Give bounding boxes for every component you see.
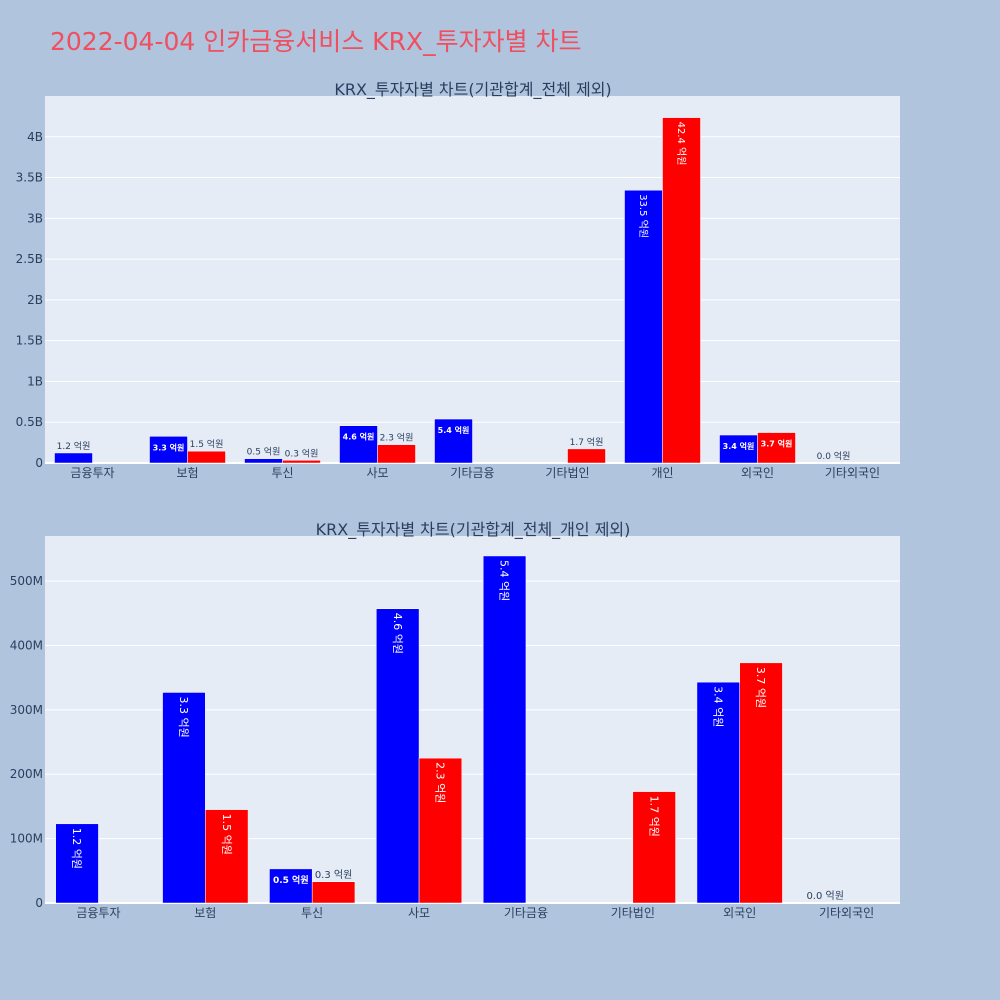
bar: [376, 608, 420, 904]
bar-value-label: 4.6 억원: [391, 613, 404, 654]
bar: [162, 692, 206, 904]
bar-value-label: 1.2 억원: [57, 440, 91, 452]
bar: [311, 881, 356, 904]
y-tick-label: 100M: [10, 832, 43, 846]
x-tick-label: 외국인: [723, 906, 756, 920]
bar: [54, 452, 93, 464]
x-tick-label: 투신: [301, 906, 323, 920]
bar-value-label: 5.4 억원: [438, 425, 470, 435]
bar: [205, 809, 249, 904]
bar-value-label: 1.7 억원: [570, 436, 604, 448]
bar-value-label: 42.4 억원: [675, 122, 687, 166]
y-tick-label: 0: [35, 456, 43, 470]
bar-value-label: 0.5 억원: [247, 446, 281, 458]
bar-value-label: 0.0 억원: [817, 450, 851, 462]
bar: [624, 189, 663, 464]
y-tick-label: 200M: [10, 767, 43, 781]
x-tick-label: 기타법인: [611, 906, 655, 920]
bar-value-label: 3.7 억원: [754, 667, 767, 708]
bar: [632, 791, 676, 904]
bar-value-label: 3.4 억원: [723, 441, 755, 451]
bar: [567, 448, 606, 464]
bar-value-label: 3.7 억원: [761, 439, 793, 449]
bar-value-label: 5.4 억원: [498, 560, 511, 601]
x-tick-label: 금융투자: [76, 906, 120, 920]
x-tick-label: 외국인: [741, 466, 774, 480]
bar: [55, 823, 99, 904]
bar: [339, 425, 378, 464]
bar-value-label: 1.2 억원: [70, 828, 83, 869]
bar-value-label: 2.3 억원: [434, 762, 447, 803]
y-tick-label: 2.5B: [16, 252, 43, 266]
x-tick-label: 보험: [176, 466, 198, 480]
bar-value-label: 0.3 억원: [315, 869, 352, 881]
bar: [719, 434, 758, 464]
y-tick-label: 3B: [27, 211, 43, 225]
bar-value-label: 1.5 억원: [220, 814, 233, 855]
chart-1-excluding-institutions-total: 0 0.5B 1B 1.5B 2B 2.5B 3B 3.5B 4B 금융투자 보험 투신 사모 기타금융 기…: [16, 80, 900, 480]
bar: [244, 458, 283, 464]
bar-value-label: 3.3 억원: [153, 442, 185, 452]
bar-value-label: 0.0 억원: [806, 890, 843, 902]
y-tick-label: 0.5B: [16, 415, 43, 429]
x-tick-label: 기타금융: [504, 906, 548, 920]
bar-value-label: 1.7 억원: [647, 796, 660, 837]
y-tick-label: 1B: [27, 374, 43, 388]
x-tick-label: 사모: [408, 906, 430, 920]
bar: [482, 555, 527, 904]
y-tick-label: 1.5B: [16, 334, 43, 348]
bar: [282, 460, 321, 464]
y-tick-label: 500M: [10, 574, 43, 588]
bar-value-label: 4.6 억원: [343, 432, 375, 442]
x-tick-label: 기타외국인: [825, 466, 880, 480]
chart-2-title: KRX_투자자별 차트(기관합계_전체_개인 제외): [316, 520, 631, 540]
chart-1-title: KRX_투자자별 차트(기관합계_전체 제외): [334, 80, 611, 100]
bar-value-label: 1.5 억원: [190, 438, 224, 450]
bar: [434, 418, 473, 464]
bar: [149, 436, 188, 464]
bar-value-label: 33.5 억원: [637, 194, 649, 238]
y-tick-label: 2B: [27, 293, 43, 307]
y-tick-label: 4B: [27, 130, 43, 144]
x-tick-label: 사모: [366, 466, 388, 480]
plot-area: [45, 96, 900, 463]
x-tick-label: 투신: [271, 466, 293, 480]
x-tick-label: 기타외국인: [819, 906, 874, 920]
x-tick-label: 개인: [651, 466, 673, 480]
bar: [662, 117, 701, 464]
x-tick-label: 기타금융: [450, 466, 494, 480]
x-tick-label: 보험: [194, 906, 216, 920]
bar-value-label: 3.3 억원: [177, 696, 190, 737]
bar: [757, 432, 796, 464]
x-tick-label: 금융투자: [70, 466, 114, 480]
y-tick-label: 400M: [10, 638, 43, 652]
y-tick-label: 300M: [10, 703, 43, 717]
y-tick-label: 0: [35, 896, 43, 910]
bar-value-label: 2.3 억원: [380, 432, 414, 444]
bar: [377, 444, 416, 464]
bar: [739, 662, 783, 904]
chart-2-excluding-institutions-and-individuals: 0 100M 200M 300M 400M 500M 금융투자 보험 투신 사모 기타금융 기타법인 외…: [10, 520, 900, 920]
bar: [269, 868, 313, 904]
bar-value-label: 3.4 억원: [711, 686, 724, 727]
bar: [187, 450, 226, 464]
bar: [418, 757, 463, 904]
y-tick-label: 3.5B: [16, 171, 43, 185]
bar: [696, 681, 740, 904]
x-tick-label: 기타법인: [545, 466, 589, 480]
page-title: 2022-04-04 인카금융서비스 KRX_투자자별 차트: [50, 27, 582, 56]
bar-value-label: 0.3 억원: [285, 447, 319, 459]
bar-value-label: 0.5 억원: [273, 874, 309, 886]
